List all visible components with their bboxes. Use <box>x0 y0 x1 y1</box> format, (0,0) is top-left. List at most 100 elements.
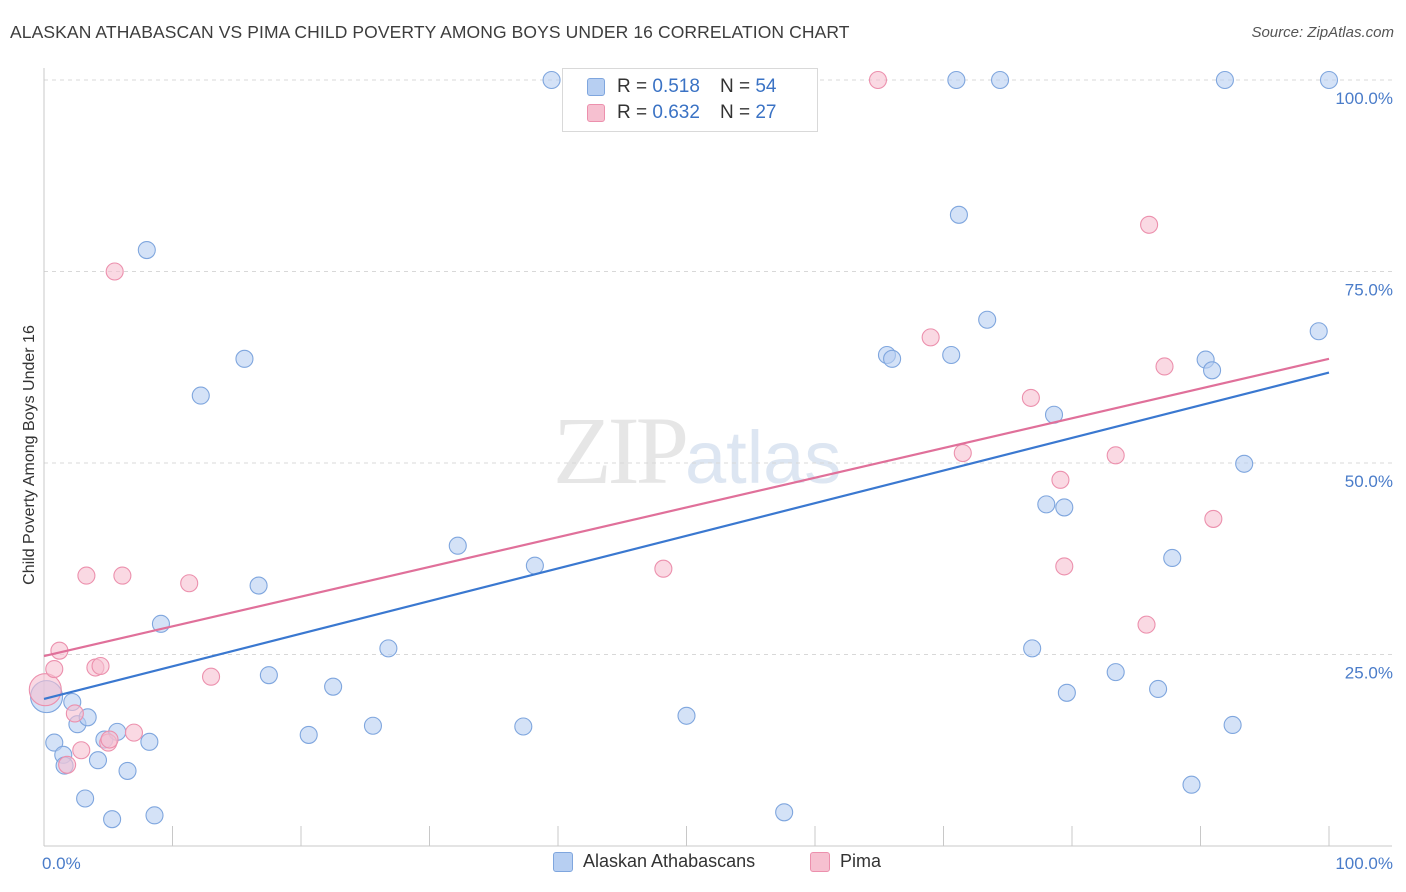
point-alaskan-athabascans <box>1037 495 1056 514</box>
point-pima <box>1137 615 1156 634</box>
point-pima <box>202 667 221 686</box>
legend-n-value: 54 <box>755 76 777 97</box>
point-pima <box>1051 470 1070 489</box>
point-pima <box>1140 215 1159 234</box>
point-alaskan-athabascans <box>947 70 966 90</box>
point-pima <box>868 70 888 90</box>
point-pima <box>72 741 91 760</box>
legend-r-value: 0.518 <box>652 76 700 97</box>
x-tick-label: 0.0% <box>42 854 81 873</box>
point-alaskan-athabascans <box>45 733 64 752</box>
point-alaskan-athabascans <box>990 70 1010 90</box>
point-alaskan-athabascans <box>1163 548 1182 568</box>
point-alaskan-athabascans <box>883 349 902 368</box>
point-alaskan-athabascans <box>1235 454 1254 473</box>
trend-line-alaskan-athabascans <box>43 371 1330 700</box>
point-pima <box>1021 388 1040 407</box>
point-pima <box>654 559 673 578</box>
point-pima <box>1204 509 1223 528</box>
point-alaskan-athabascans <box>140 732 159 751</box>
bottom-legend-swatch-blue <box>553 851 573 872</box>
point-alaskan-athabascans <box>448 536 467 555</box>
point-pima <box>1155 357 1174 376</box>
legend-r-value: 0.632 <box>652 102 700 123</box>
legend-row-pima: R = 0.632 N = 27 <box>587 101 776 125</box>
legend-r-label: R = <box>617 76 648 97</box>
watermark-zip: ZIP <box>553 397 689 504</box>
point-alaskan-athabascans <box>514 717 533 736</box>
y-tick-label: 100.0% <box>1335 89 1393 108</box>
point-alaskan-athabascans <box>775 803 794 822</box>
point-alaskan-athabascans <box>1055 498 1074 517</box>
legend-n-value: 27 <box>755 102 777 123</box>
point-alaskan-athabascans <box>1182 775 1201 794</box>
series-pima <box>28 70 1223 774</box>
point-alaskan-athabascans <box>942 345 961 365</box>
point-pima <box>58 755 77 774</box>
point-alaskan-athabascans <box>1149 679 1168 699</box>
point-alaskan-athabascans <box>137 241 156 260</box>
point-alaskan-athabascans <box>88 751 108 770</box>
point-alaskan-athabascans <box>1057 683 1076 702</box>
legend-swatch-pink <box>587 104 605 122</box>
legend: R = 0.518 N = 54 R = 0.632 N = 27 <box>562 68 818 132</box>
point-pima <box>28 673 62 707</box>
legend-n-label: N = <box>719 76 751 97</box>
point-alaskan-athabascans <box>363 716 383 735</box>
point-alaskan-athabascans <box>1023 639 1042 658</box>
point-alaskan-athabascans <box>978 310 997 329</box>
legend-row-alaskan-athabascans: R = 0.518 N = 54 <box>587 75 776 99</box>
point-alaskan-athabascans <box>145 806 164 825</box>
point-pima <box>65 704 84 723</box>
point-pima <box>124 723 143 742</box>
bottom-legend-alaskan-athabascans: Alaskan Athabascans <box>553 851 755 872</box>
x-tick-label: 100.0% <box>1335 854 1393 873</box>
point-alaskan-athabascans <box>949 205 968 224</box>
point-pima <box>921 328 940 347</box>
source-label: Source: ZipAtlas.com <box>1251 24 1394 41</box>
axes <box>43 68 1392 847</box>
point-alaskan-athabascans <box>324 677 343 696</box>
point-alaskan-athabascans <box>259 666 278 685</box>
watermark: ZIPatlas <box>553 395 841 506</box>
point-alaskan-athabascans <box>118 761 137 780</box>
point-pima <box>105 262 124 281</box>
bottom-legend-label: Pima <box>840 851 882 871</box>
y-tick-label: 50.0% <box>1345 472 1393 491</box>
point-alaskan-athabascans <box>1215 70 1234 90</box>
point-alaskan-athabascans <box>249 576 268 595</box>
chart-title: ALASKAN ATHABASCAN VS PIMA CHILD POVERTY… <box>10 22 850 42</box>
watermark-atlas: atlas <box>685 416 842 499</box>
point-alaskan-athabascans <box>76 789 95 808</box>
y-axis-title: Child Poverty Among Boys Under 16 <box>21 325 38 585</box>
point-alaskan-athabascans <box>103 810 122 829</box>
point-alaskan-athabascans <box>525 556 544 575</box>
point-alaskan-athabascans <box>379 639 398 658</box>
bottom-legend-swatch-pink <box>810 851 830 872</box>
point-alaskan-athabascans <box>1223 715 1242 735</box>
trend-line-pima <box>43 357 1330 658</box>
trend-lines <box>43 357 1330 700</box>
legend-swatch-blue <box>587 78 605 96</box>
bottom-legend-pima: Pima <box>810 851 881 872</box>
point-pima <box>953 443 972 463</box>
point-pima <box>113 566 132 585</box>
point-alaskan-athabascans <box>1203 361 1222 380</box>
legend-n-label: N = <box>719 102 751 123</box>
point-alaskan-athabascans <box>677 706 696 725</box>
point-pima <box>1106 446 1125 465</box>
point-pima <box>77 566 96 585</box>
y-tick-label: 75.0% <box>1345 281 1393 300</box>
point-pima <box>1055 557 1074 576</box>
point-alaskan-athabascans <box>235 349 254 368</box>
bottom-legend-label: Alaskan Athabascans <box>583 851 756 871</box>
series-alaskan-athabascans <box>30 70 1339 829</box>
point-pima <box>180 574 199 593</box>
point-alaskan-athabascans <box>542 70 561 90</box>
point-alaskan-athabascans <box>1106 663 1125 682</box>
point-alaskan-athabascans <box>191 386 210 405</box>
point-pima <box>100 730 119 749</box>
point-alaskan-athabascans <box>1309 322 1328 341</box>
tick-labels: 25.0% 50.0% 75.0% 100.0% 0.0% 100.0% <box>42 89 1393 873</box>
